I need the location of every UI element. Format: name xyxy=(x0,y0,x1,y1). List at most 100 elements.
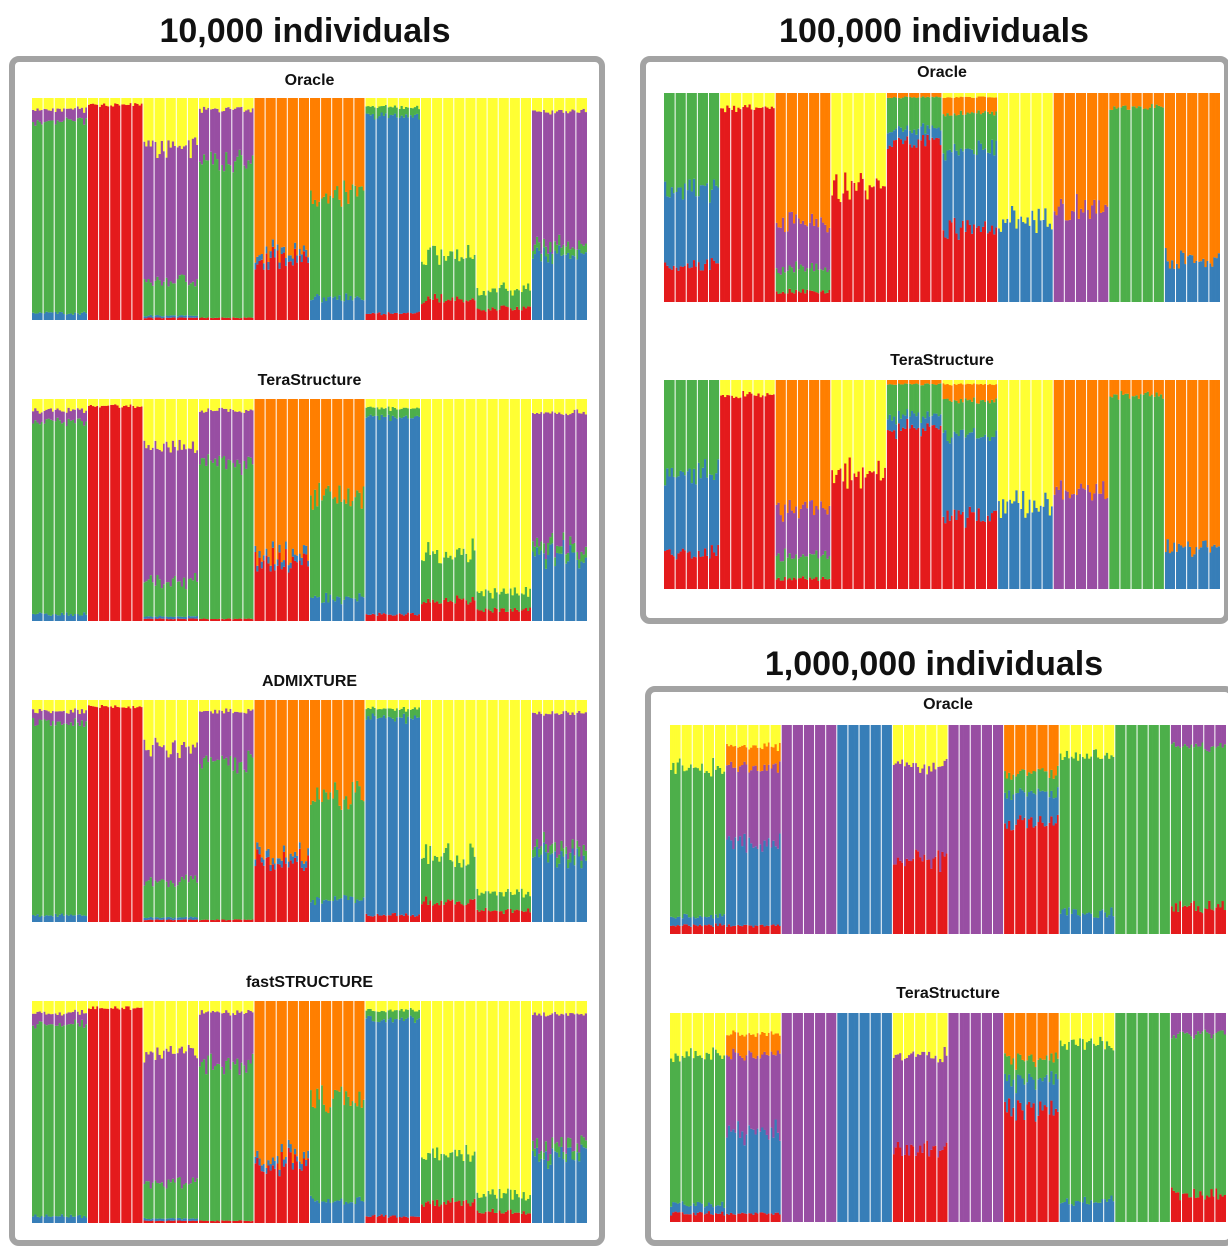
ancestry-segment-red xyxy=(107,405,111,621)
ancestry-segment-orange xyxy=(347,1001,350,1097)
ancestry-segment-blue xyxy=(1186,256,1190,302)
ancestry-segment-green xyxy=(331,1098,335,1203)
ancestry-segment-yellow xyxy=(755,380,758,396)
ancestry-segment-purple xyxy=(779,227,783,275)
ancestry-segment-yellow xyxy=(427,98,430,250)
ancestry-segment-blue xyxy=(169,917,173,920)
ancestry-segment-red xyxy=(407,1217,410,1223)
ancestry-segment-orange xyxy=(1082,93,1085,213)
ancestry-segment-blue xyxy=(254,859,257,867)
ancestry-segment-green xyxy=(420,1157,424,1205)
ancestry-segment-green xyxy=(500,1198,503,1214)
ancestry-segment-purple xyxy=(1079,208,1083,302)
ancestry-segment-red xyxy=(418,614,421,621)
ancestry-segment-green xyxy=(473,550,477,601)
ancestry-segment-yellow xyxy=(1010,380,1014,504)
ancestry-segment-red xyxy=(988,521,992,589)
ancestry-segment-yellow xyxy=(249,98,253,113)
ancestry-segment-red xyxy=(431,905,435,922)
ancestry-segment-red xyxy=(990,225,994,302)
ancestry-segment-yellow xyxy=(234,700,237,712)
ancestry-segment-red xyxy=(384,1215,388,1223)
ancestry-segment-orange xyxy=(990,384,994,400)
ancestry-segment-yellow xyxy=(995,93,998,98)
ancestry-segment-red xyxy=(755,107,758,302)
ancestry-segment-red xyxy=(522,306,526,320)
ancestry-segment-blue xyxy=(708,474,712,559)
ancestry-segment-blue xyxy=(398,717,401,916)
ancestry-segment-blue xyxy=(1008,222,1012,302)
ancestry-segment-blue xyxy=(418,119,421,312)
ancestry-segment-blue xyxy=(189,1218,193,1221)
ancestry-segment-red xyxy=(371,613,375,621)
ancestry-segment-orange xyxy=(966,383,970,401)
ancestry-segment-red xyxy=(873,186,876,302)
ancestry-segment-orange xyxy=(799,93,803,224)
ancestry-segment-yellow xyxy=(54,700,57,712)
ancestry-segment-green xyxy=(535,537,539,548)
ancestry-segment-green xyxy=(926,96,929,126)
ancestry-segment-green xyxy=(202,757,206,920)
ancestry-segment-yellow xyxy=(986,380,990,385)
ancestry-segment-green xyxy=(710,380,714,475)
ancestry-segment-orange xyxy=(948,385,952,401)
ancestry-segment-blue xyxy=(298,249,301,256)
ancestry-segment-red xyxy=(806,289,809,302)
ancestry-segment-purple xyxy=(234,1014,237,1065)
ancestry-segment-blue xyxy=(345,596,348,621)
ancestry-segment-purple xyxy=(162,745,166,880)
ancestry-segment-green xyxy=(493,588,497,608)
ancestry-segment-yellow xyxy=(431,98,435,246)
ancestry-segment-green xyxy=(797,269,801,292)
ancestry-segment-orange xyxy=(362,98,366,191)
panel-title-terastructure-10k: TeraStructure xyxy=(257,372,362,389)
ancestry-segment-blue xyxy=(185,916,188,920)
ancestry-segment-blue xyxy=(1164,247,1167,302)
ancestry-segment-green xyxy=(775,268,778,292)
ancestry-segment-red xyxy=(504,1211,508,1223)
ancestry-segment-purple xyxy=(547,714,550,853)
ancestry-segment-red xyxy=(227,1220,230,1223)
ancestry-segment-red xyxy=(928,140,932,302)
ancestry-segment-green xyxy=(569,536,572,546)
ancestry-segment-red xyxy=(127,406,131,621)
ancestry-segment-red xyxy=(529,607,532,621)
ancestry-segment-blue xyxy=(60,1214,64,1223)
ancestry-segment-red xyxy=(182,618,186,621)
ancestry-segment-yellow xyxy=(418,1001,421,1010)
ancestry-segment-red xyxy=(433,293,437,320)
ancestry-segment-red xyxy=(111,707,115,922)
ancestry-segment-yellow xyxy=(178,700,182,759)
ancestry-segment-purple xyxy=(158,154,162,281)
ancestry-segment-red xyxy=(158,317,162,320)
ancestry-segment-yellow xyxy=(555,700,559,714)
ancestry-segment-purple xyxy=(198,411,202,465)
ancestry-segment-red xyxy=(282,1166,286,1223)
ancestry-segment-yellow xyxy=(467,1001,470,1155)
ancestry-segment-green xyxy=(1148,107,1152,302)
ancestry-segment-yellow xyxy=(369,399,373,407)
ancestry-segment-yellow xyxy=(578,700,581,711)
ancestry-segment-orange xyxy=(1088,93,1092,219)
ancestry-segment-green xyxy=(320,1085,324,1202)
ancestry-segment-green xyxy=(376,709,379,719)
ancestry-segment-blue xyxy=(65,314,68,320)
ancestry-segment-red xyxy=(418,311,421,320)
ancestry-segment-yellow xyxy=(158,700,162,747)
ancestry-segment-orange xyxy=(358,1001,361,1092)
ancestry-segment-orange xyxy=(946,383,950,399)
ancestry-segment-green xyxy=(679,93,683,188)
ancestry-segment-orange xyxy=(1117,93,1121,108)
ancestry-segment-green xyxy=(391,709,395,719)
ancestry-segment-blue xyxy=(1193,262,1196,302)
ancestry-segment-blue xyxy=(187,917,190,920)
ancestry-segment-yellow xyxy=(1022,93,1025,223)
ancestry-segment-green xyxy=(369,708,373,720)
ancestry-segment-purple xyxy=(45,109,48,122)
ancestry-segment-orange xyxy=(792,380,796,514)
ancestry-segment-yellow xyxy=(89,1001,93,1009)
ancestry-segment-green xyxy=(387,107,390,119)
ancestry-segment-green xyxy=(58,420,62,616)
ancestry-segment-purple xyxy=(154,1059,157,1181)
ancestry-segment-purple xyxy=(1053,211,1056,302)
